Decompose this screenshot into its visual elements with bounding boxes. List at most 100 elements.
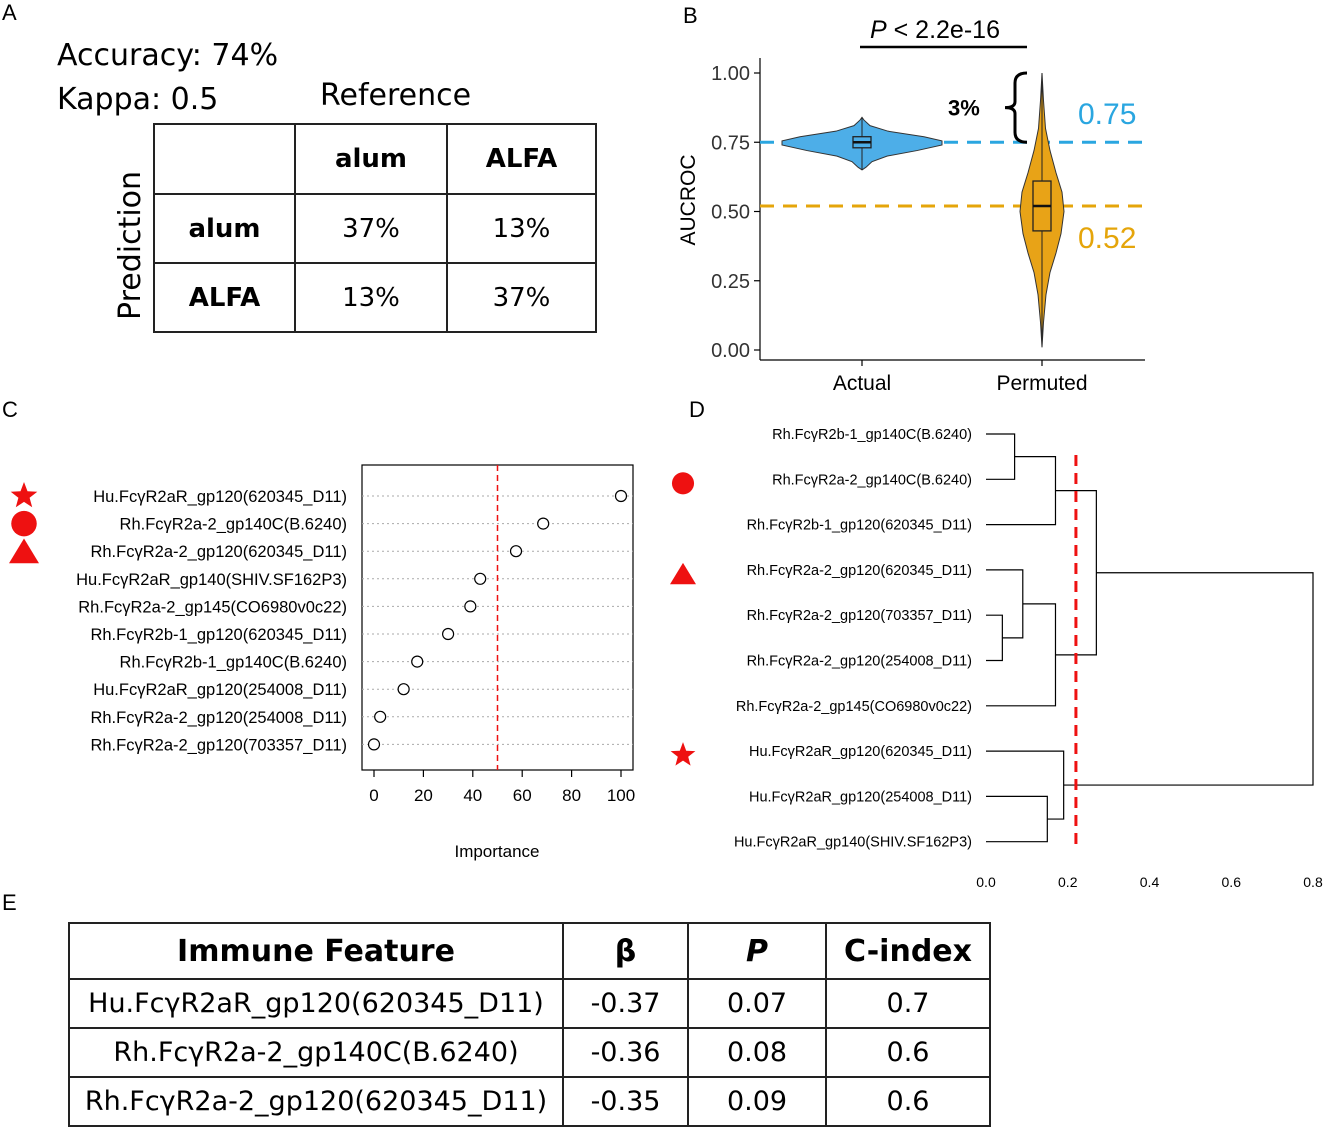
x-tick-label: 0 (369, 786, 378, 805)
cm-corner-cell (153, 123, 296, 195)
panel-letter-a: A (2, 0, 17, 25)
feature-label: Rh.FcγR2a-2_gp120(254008_D11) (90, 709, 347, 727)
significance-label: P < 2.2e-16 (870, 16, 1000, 44)
leaf-label: Rh.FcγR2a-2_gp120(620345_D11) (747, 563, 972, 579)
cindex-cell: 0.7 (825, 978, 991, 1029)
x-axis-label: Importance (454, 842, 539, 861)
cm-row-header-alfa: ALFA (153, 262, 296, 333)
importance-point (397, 683, 410, 696)
leaf-label: Hu.FcγR2aR_gp120(620345_D11) (749, 744, 972, 760)
y-tick-label: 1.00 (711, 63, 750, 85)
dendrogram-branch (986, 433, 1016, 480)
x-tick-label: 60 (513, 786, 532, 805)
cm-cell: 13% (294, 262, 448, 333)
header-beta: β (562, 922, 689, 980)
x-tick-label: 20 (414, 786, 433, 805)
cm-cell: 37% (446, 262, 597, 333)
x-tick-label: 40 (463, 786, 482, 805)
header-p: P (687, 922, 827, 980)
y-tick-label: 0.50 (711, 202, 750, 224)
header-immune-feature: Immune Feature (68, 922, 564, 980)
feature-label: Rh.FcγR2b-1_gp120(620345_D11) (90, 626, 347, 644)
accuracy-text: Accuracy: 74% (57, 38, 279, 73)
reference-line-label: 0.52 (1078, 222, 1136, 255)
feature-label: Hu.FcγR2aR_gp120(254008_D11) (93, 681, 347, 699)
cm-col-header-alum: alum (294, 123, 448, 195)
dendrogram-branch (986, 456, 1057, 526)
triangle-icon (9, 538, 39, 564)
leaf-label: Hu.FcγR2aR_gp120(254008_D11) (749, 789, 972, 805)
x-tick-label: 0.8 (1303, 874, 1323, 890)
feature-label: Hu.FcγR2aR_gp140(SHIV.SF162P3) (76, 571, 347, 589)
table-row: Rh.FcγR2a-2_gp140C(B.6240) -0.36 0.08 0.… (68, 1027, 991, 1078)
x-tick-label: 0.0 (976, 874, 996, 890)
circle-icon (671, 472, 695, 495)
p-cell: 0.08 (687, 1027, 827, 1078)
importance-point (509, 545, 523, 558)
cm-row-header-alum: alum (153, 193, 296, 264)
dendrogram-branch (1063, 572, 1314, 786)
feature-cell: Rh.FcγR2a-2_gp140C(B.6240) (68, 1027, 564, 1078)
leaf-label: Rh.FcγR2a-2_gp120(254008_D11) (747, 654, 972, 670)
circle-icon (11, 510, 37, 537)
kappa-text: Kappa: 0.5 (57, 82, 219, 117)
y-tick-label: 0.00 (711, 340, 750, 362)
cindex-cell: 0.6 (825, 1076, 991, 1127)
table-row: Rh.FcγR2a-2_gp120(620345_D11) -0.35 0.09… (68, 1076, 991, 1127)
x-tick-label: 0.6 (1222, 874, 1242, 890)
importance-point (464, 600, 477, 613)
x-tick-label: 0.4 (1140, 874, 1160, 890)
triangle-icon (670, 562, 696, 585)
beta-cell: -0.35 (562, 1076, 689, 1127)
cm-cell: 13% (446, 193, 597, 264)
leaf-label: Rh.FcγR2b-1_gp140C(B.6240) (772, 427, 972, 443)
importance-point (442, 627, 455, 641)
star-icon (10, 482, 38, 508)
y-tick-label: 0.25 (711, 271, 750, 293)
dendrogram-chart: Rh.FcγR2b-1_gp140C(B.6240) Rh.FcγR2a-2_gp… (670, 427, 1323, 890)
importance-point (614, 489, 628, 503)
dendrogram-branch (986, 614, 1003, 662)
y-tick-label: 0.75 (711, 132, 750, 154)
table-row: Hu.FcγR2aR_gp120(620345_D11) -0.37 0.07 … (68, 978, 991, 1029)
x-tick-label: Actual (833, 372, 891, 395)
x-tick-label: Permuted (996, 372, 1087, 395)
panel-letter-c: C (2, 397, 18, 422)
panel-letter-e: E (2, 890, 17, 915)
leaf-label: Rh.FcγR2a-2_gp145(CO6980v0c22) (736, 699, 972, 715)
feature-cell: Rh.FcγR2a-2_gp120(620345_D11) (68, 1076, 564, 1127)
importance-dot-chart: Hu.FcγR2aR_gp120(620345_D11) Rh.FcγR2a-2_… (9, 464, 635, 861)
importance-point (367, 738, 381, 751)
importance-point (537, 517, 550, 530)
cm-cell: 37% (294, 193, 448, 264)
panel-letter-b: B (683, 3, 698, 28)
p-cell: 0.09 (687, 1076, 827, 1127)
prediction-label: Prediction (113, 170, 148, 320)
feature-label: Rh.FcγR2a-2_gp145(CO6980v0c22) (78, 598, 347, 616)
dendrogram-branch (986, 795, 1048, 843)
reference-line-label: 0.75 (1078, 98, 1136, 131)
panel-letter-d: D (689, 397, 705, 422)
header-c-index: C-index (825, 922, 991, 980)
feature-label: Rh.FcγR2a-2_gp140C(B.6240) (120, 516, 347, 534)
importance-point (374, 710, 387, 723)
feature-label: Hu.FcγR2aR_gp120(620345_D11) (93, 488, 347, 506)
beta-cell: -0.36 (562, 1027, 689, 1078)
importance-point (474, 572, 487, 585)
dendrogram-branch (986, 603, 1057, 707)
violin-chart: 0.00 0.25 0.50 0.75 1.00 Actual Permuted AUCROC… (677, 16, 1145, 395)
p-cell: 0.07 (687, 978, 827, 1029)
y-axis-label: AUCROC (677, 154, 700, 245)
x-tick-label: 0.2 (1058, 874, 1078, 890)
bracket (1004, 71, 1028, 144)
cindex-cell: 0.6 (825, 1027, 991, 1078)
bracket-label: 3% (948, 96, 980, 121)
leaf-label: Rh.FcγR2a-2_gp120(703357_D11) (747, 608, 972, 624)
feature-label: Rh.FcγR2a-2_gp120(703357_D11) (90, 736, 347, 754)
importance-point (411, 655, 424, 668)
x-tick-label: 80 (562, 786, 581, 805)
cm-col-header-alfa: ALFA (446, 123, 597, 195)
cox-regression-table: Immune Feature β P C-index Hu.FcγR2aR_gp… (68, 922, 991, 1127)
x-tick-label: 100 (607, 786, 635, 805)
dendrogram-branch (986, 569, 1024, 639)
